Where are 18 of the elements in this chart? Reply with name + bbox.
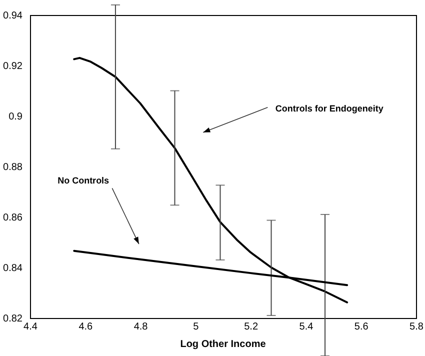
y-tick-label: 0.92 [3,61,23,72]
annotation: No Controls [58,175,110,186]
x-tick-label: 5.4 [299,322,314,332]
x-tick-label: 5 [193,322,200,332]
x-tick-label: 4.8 [134,322,148,332]
x-tick-label: 5.6 [354,322,369,332]
y-tick-label: 0.94 [3,10,23,22]
x-tick-label: 5.8 [410,322,424,332]
y-tick-label: 0.9 [8,112,23,122]
x-axis-title: Log Other Income [180,339,266,350]
y-tick-label: 0.84 [3,263,23,274]
y-tick-label: 0.88 [3,162,23,173]
y-tick-label: 0.82 [3,314,23,324]
x-tick-label: 4.6 [78,322,94,332]
x-tick-label: 5.2 [244,322,258,332]
x-tick-label: 4.4 [24,322,38,332]
y-tick-label: 0.86 [3,212,23,224]
annotation: Controls for Endogeneity [275,103,384,114]
